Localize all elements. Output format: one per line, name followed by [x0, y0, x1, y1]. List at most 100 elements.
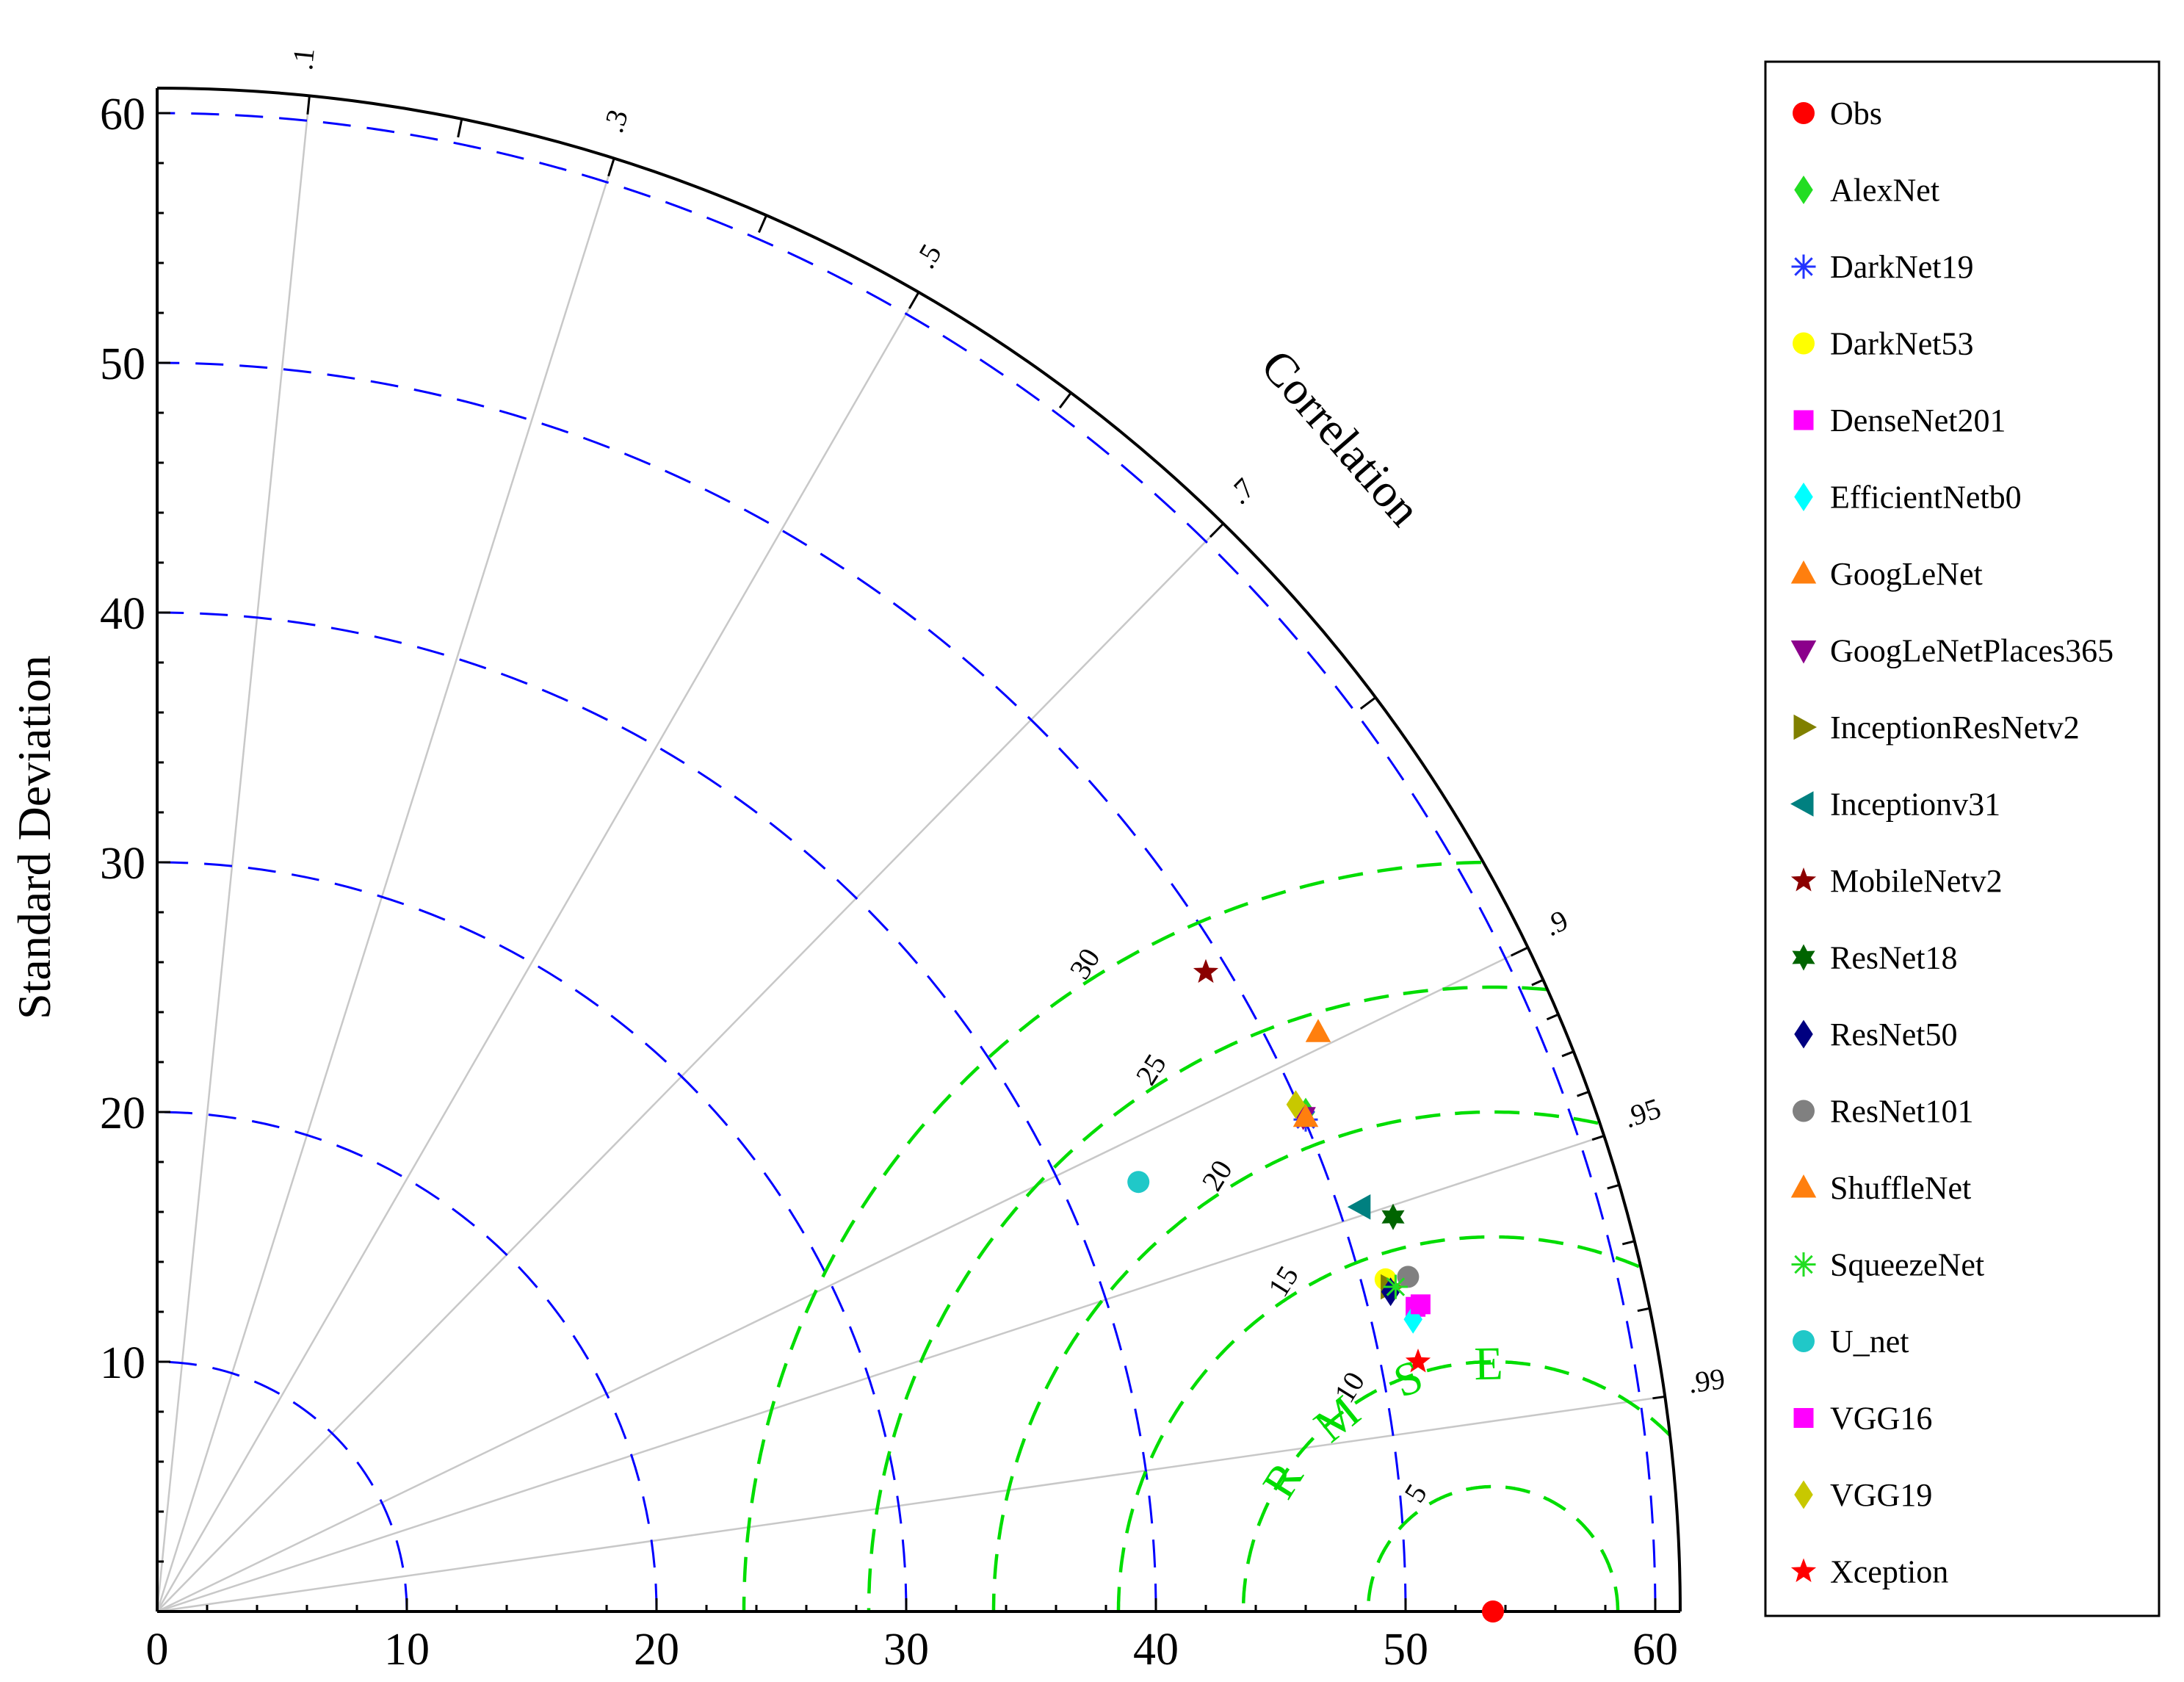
legend-marker-shufflenet	[1790, 1174, 1817, 1198]
legend-marker-googlenetplaces365	[1790, 640, 1817, 664]
rmse-label-letter: E	[1474, 1338, 1503, 1390]
legend-label-xception: Xception	[1830, 1554, 1948, 1590]
legend-label-googlenet: GoogLeNet	[1830, 556, 1983, 592]
marker-obs	[1482, 1600, 1504, 1623]
marker-mobilenetv2	[1193, 959, 1219, 983]
legend-label-efficientnetb0: EfficientNetb0	[1830, 480, 2022, 516]
legend-marker-shufflenet-shape	[1790, 1174, 1817, 1198]
correlation-tick	[1209, 522, 1224, 538]
correlation-tick	[607, 158, 615, 177]
std-contour	[156, 361, 1407, 1612]
legend-marker-resnet50-shape	[1794, 1019, 1813, 1049]
correlation-tick	[306, 95, 311, 115]
legend-marker-darknet53	[1793, 332, 1815, 355]
correlation-ray	[156, 522, 1224, 1612]
marker-resnet101	[1397, 1266, 1420, 1288]
legend-label-googlenetplaces365: GoogLeNetPlaces365	[1830, 633, 2114, 669]
legend-label-inceptionv31: Inceptionv31	[1830, 787, 2000, 823]
legend-marker-vgg16-shape	[1793, 1408, 1814, 1428]
legend-marker-darknet19	[1791, 254, 1816, 279]
rmse-label-letter: R	[1252, 1453, 1313, 1507]
legend: Obs AlexNet DarkNet19 DarkNet53 DenseNet201 E…	[1764, 60, 2161, 1617]
marker-inceptionv31-shape	[1347, 1194, 1371, 1220]
legend-marker-inceptionresnetv2-shape	[1793, 714, 1817, 740]
legend-marker-darknet19-stroke	[1794, 257, 1813, 276]
legend-marker-inceptionv31	[1790, 791, 1814, 817]
correlation-tick	[1607, 1183, 1620, 1190]
legend-label-resnet101: ResNet101	[1830, 1094, 1974, 1130]
marker-resnet18-shape	[1381, 1203, 1405, 1230]
rmse-contour	[1116, 1235, 1640, 1611]
marker-squeezenet-stroke	[1386, 1277, 1406, 1296]
legend-marker-densenet201-shape	[1793, 410, 1814, 430]
marker-xception-shape	[1405, 1349, 1431, 1373]
rmse-contour	[991, 1110, 1599, 1611]
legend-label-vgg16: VGG16	[1830, 1401, 1932, 1437]
legend-marker-efficientnetb0-shape	[1794, 483, 1813, 511]
rmse-contour-label: 5	[1397, 1478, 1433, 1508]
legend-label-resnet18: ResNet18	[1830, 940, 1958, 976]
legend-marker-alexnet-shape	[1794, 176, 1813, 204]
legend-label-shufflenet: ShuffleNet	[1830, 1170, 1971, 1206]
marker-googlenet-shape	[1305, 1019, 1331, 1042]
legend-marker-googlenet	[1790, 560, 1817, 584]
legend-marker-vgg19-shape	[1794, 1480, 1813, 1509]
marker-resnet18	[1381, 1203, 1405, 1230]
correlation-tick	[1621, 1240, 1635, 1246]
correlation-tick	[1546, 1013, 1559, 1021]
correlation-tick-label: .9	[1539, 903, 1574, 943]
legend-marker-vgg19	[1794, 1480, 1813, 1509]
correlation-tick	[1561, 1050, 1574, 1058]
std-contour	[156, 861, 908, 1612]
correlation-ray	[156, 292, 920, 1612]
rmse-contour-label: 15	[1262, 1260, 1305, 1302]
legend-label-obs: Obs	[1830, 95, 1882, 131]
marker-obs-shape	[1482, 1600, 1504, 1623]
correlation-tick	[1652, 1395, 1666, 1400]
correlation-tick	[1591, 1134, 1605, 1141]
marker-u-net-shape	[1127, 1171, 1150, 1194]
correlation-ray	[156, 946, 1529, 1613]
legend-marker-obs-shape	[1793, 102, 1815, 124]
correlation-arc-label: Correlation	[1251, 340, 1431, 536]
std-contour	[156, 112, 1657, 1612]
marker-layer	[1127, 959, 1504, 1623]
correlation-ray	[156, 1135, 1605, 1613]
legend-label-alexnet: AlexNet	[1830, 173, 1939, 209]
rmse-label: RMS E	[1252, 1338, 1503, 1507]
legend-marker-vgg16	[1793, 1408, 1814, 1428]
std-contour	[156, 1360, 408, 1612]
legend-marker-obs	[1793, 102, 1815, 124]
legend-box	[1764, 60, 2161, 1617]
y-tick-label: 50	[100, 339, 145, 389]
marker-resnet101-shape	[1397, 1266, 1420, 1288]
y-axis-label: Standard Deviation	[8, 655, 60, 1019]
legend-label-vgg19: VGG19	[1830, 1477, 1932, 1513]
correlation-tick-label: .95	[1619, 1091, 1665, 1134]
correlation-ray	[156, 95, 311, 1612]
legend-marker-u-net	[1793, 1330, 1815, 1352]
correlation-tick-label: .1	[286, 46, 321, 71]
legend-marker-densenet201	[1793, 410, 1814, 430]
marker-googlenet	[1305, 1019, 1331, 1042]
legend-marker-squeezenet	[1791, 1252, 1816, 1277]
marker-shufflenet	[1292, 1103, 1319, 1127]
correlation-ray	[156, 158, 615, 1612]
legend-marker-mobilenetv2-shape	[1790, 867, 1817, 892]
correlation-tick	[1637, 1307, 1650, 1313]
x-tick-label: 60	[1632, 1625, 1678, 1675]
x-tick-label: 40	[1133, 1625, 1179, 1675]
marker-vgg19	[1286, 1090, 1306, 1119]
correlation-tick-label: .7	[1222, 472, 1261, 510]
axes-layer: 0 10 10 20 20 30 30 40 40 50 50 60 60 .1 .3 .5 .7 .9 .95 .9…	[100, 46, 1727, 1675]
x-tick-label: 10	[384, 1625, 430, 1675]
correlation-tick-label: .5	[908, 238, 948, 273]
correlation-tick-label: .99	[1686, 1362, 1727, 1400]
legend-label-mobilenetv2: MobileNetv2	[1830, 863, 2003, 899]
rmse-contour	[867, 985, 1547, 1611]
x-tick-label: 20	[634, 1625, 679, 1675]
correlation-tick-label: .3	[596, 106, 634, 137]
legend-marker-resnet50	[1794, 1019, 1813, 1049]
y-tick-label: 30	[100, 839, 145, 889]
